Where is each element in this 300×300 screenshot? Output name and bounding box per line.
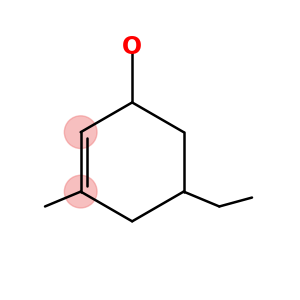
Circle shape <box>64 116 97 148</box>
Text: O: O <box>122 35 142 59</box>
Circle shape <box>64 175 97 208</box>
